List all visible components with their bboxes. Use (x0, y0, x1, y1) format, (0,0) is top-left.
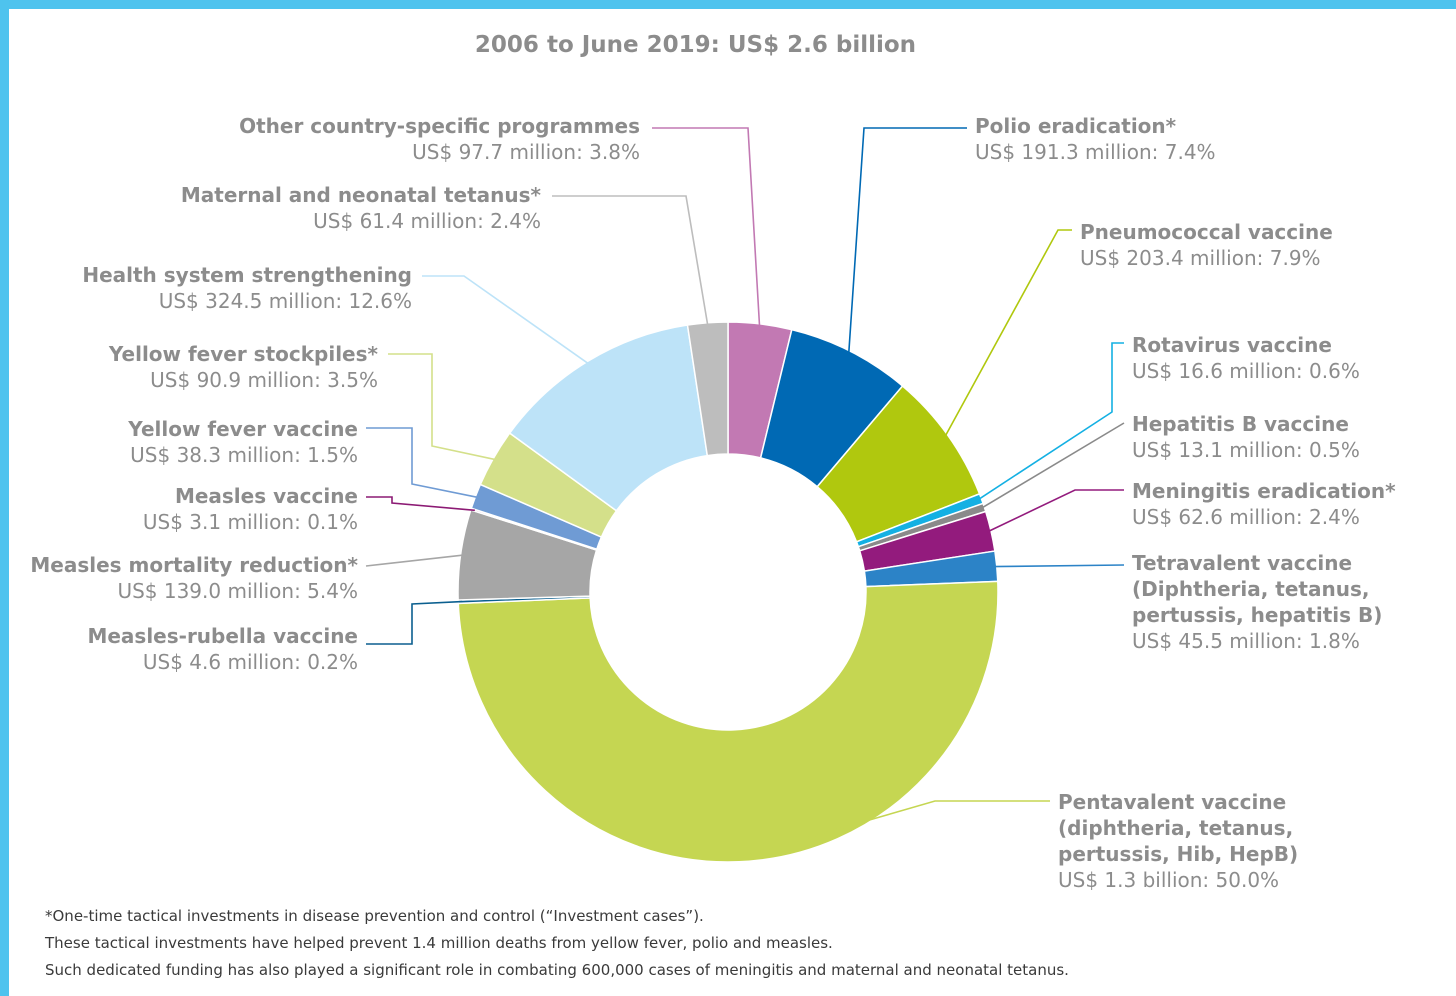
slice-value: US$ 62.6 million: 2.4% (1132, 505, 1360, 529)
slice-value: US$ 1.3 billion: 50.0% (1058, 868, 1280, 892)
slice-value: US$ 203.4 million: 7.9% (1080, 246, 1321, 270)
slice-value: US$ 3.1 million: 0.1% (142, 510, 358, 534)
slice-label-maternal-tetanus: Maternal and neonatal tetanus* US$ 61.4 … (181, 182, 541, 234)
slice-name: Tetravalent vaccine (Diphtheria, tetanus… (1132, 551, 1383, 627)
leader-line-yellow-fever-vaccine (366, 427, 480, 499)
slice-name: Measles-rubella vaccine (87, 624, 358, 648)
slice-value: US$ 45.5 million: 1.8% (1132, 629, 1360, 653)
leader-line-polio (847, 127, 967, 355)
slice-value: US$ 16.6 million: 0.6% (1132, 359, 1360, 383)
slice-value: US$ 139.0 million: 5.4% (117, 579, 358, 603)
footnote-3: Such dedicated funding has also played a… (45, 961, 1069, 979)
slice-maternal-tetanus (686, 321, 729, 457)
leader-line-other-programmes (652, 127, 761, 328)
slice-label-measles-mortality: Measles mortality reduction* US$ 139.0 m… (30, 552, 358, 604)
slice-name: Other country-specific programmes (239, 114, 640, 138)
slice-value: US$ 13.1 million: 0.5% (1132, 438, 1360, 462)
leader-line-rotavirus (977, 342, 1124, 501)
footnote-1: *One-time tactical investments in diseas… (45, 907, 704, 925)
leader-line-measles-rubella (366, 600, 463, 645)
slice-label-measles-rubella: Measles-rubella vaccine US$ 4.6 million:… (87, 623, 358, 675)
slice-name: Hepatitis B vaccine (1132, 412, 1349, 436)
slice-label-pentavalent: Pentavalent vaccine (diphtheria, tetanus… (1058, 789, 1298, 893)
slice-name: Meningitis eradication* (1132, 479, 1396, 503)
leader-line-measles-vaccine (366, 496, 475, 512)
leader-line-yellow-fever-stockpiles (388, 353, 498, 461)
footnote-2: These tactical investments have helped p… (45, 934, 833, 952)
slice-name: Measles mortality reduction* (30, 553, 358, 577)
slice-name: Health system strengthening (82, 263, 412, 287)
slice-label-health-system: Health system strengthening US$ 324.5 mi… (82, 262, 412, 314)
leader-line-pneumococcal (943, 229, 1072, 438)
slice-value: US$ 97.7 million: 3.8% (412, 140, 640, 164)
slice-label-polio: Polio eradication* US$ 191.3 million: 7.… (975, 113, 1216, 165)
slice-value: US$ 90.9 million: 3.5% (150, 368, 378, 392)
slice-label-other-programmes: Other country-specific programmes US$ 97… (239, 113, 640, 165)
slice-label-yellow-fever-vaccine: Yellow fever vaccine US$ 38.3 million: 1… (128, 416, 358, 468)
slice-pentavalent (457, 580, 999, 863)
slice-name: Yellow fever stockpiles* (108, 342, 378, 366)
slice-value: US$ 191.3 million: 7.4% (975, 140, 1216, 164)
leader-line-maternal-tetanus (552, 195, 709, 327)
slice-name: Polio eradication* (975, 114, 1177, 138)
slice-name: Measles vaccine (174, 484, 358, 508)
slice-name: Rotavirus vaccine (1132, 333, 1332, 357)
slice-label-rotavirus: Rotavirus vaccine US$ 16.6 million: 0.6% (1132, 332, 1360, 384)
slice-value: US$ 61.4 million: 2.4% (313, 209, 541, 233)
slice-value: US$ 38.3 million: 1.5% (130, 443, 358, 467)
slice-label-hepatitis-b: Hepatitis B vaccine US$ 13.1 million: 0.… (1132, 411, 1360, 463)
slice-label-meningitis: Meningitis eradication* US$ 62.6 million… (1132, 478, 1396, 530)
leader-line-measles-mortality (365, 554, 465, 567)
slice-label-tetravalent: Tetravalent vaccine (Diphtheria, tetanus… (1132, 550, 1382, 654)
leader-line-tetravalent (992, 564, 1125, 568)
leader-line-hepatitis-b (980, 422, 1125, 510)
slice-value: US$ 4.6 million: 0.2% (142, 650, 358, 674)
slice-name: Pneumococcal vaccine (1080, 220, 1333, 244)
slice-name: Maternal and neonatal tetanus* (180, 183, 541, 207)
slice-label-measles-vaccine: Measles vaccine US$ 3.1 million: 0.1% (143, 483, 358, 535)
slice-value: US$ 324.5 million: 12.6% (158, 289, 412, 313)
chart-title: 2006 to June 2019: US$ 2.6 billion (474, 32, 917, 58)
leader-line-meningitis (986, 489, 1124, 533)
leader-line-health-system (422, 275, 591, 366)
leader-line-pentavalent (738, 800, 1050, 859)
slice-name: Pentavalent vaccine (diphtheria, tetanus… (1058, 790, 1299, 866)
slice-label-yellow-fever-stockpiles: Yellow fever stockpiles* US$ 90.9 millio… (109, 341, 378, 393)
slice-label-pneumococcal: Pneumococcal vaccine US$ 203.4 million: … (1080, 219, 1333, 271)
slice-name: Yellow fever vaccine (128, 417, 358, 441)
